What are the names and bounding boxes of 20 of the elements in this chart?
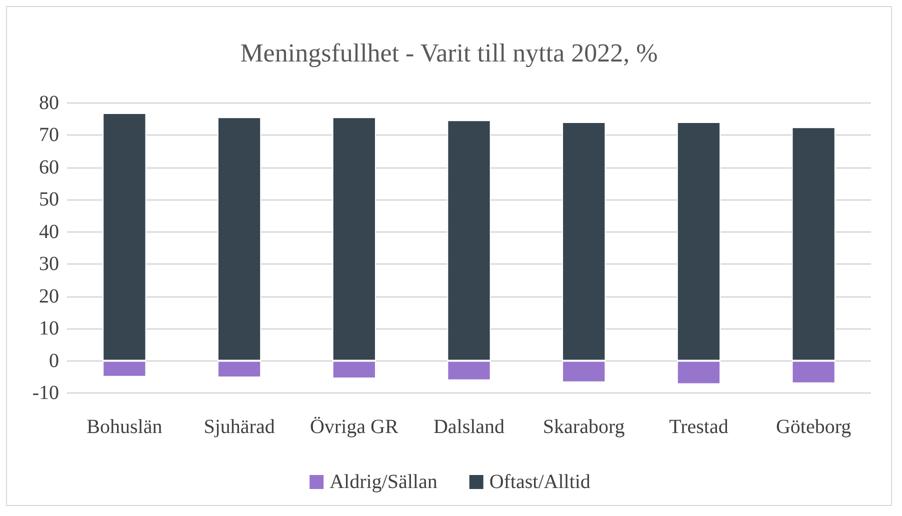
x-tick-label: Övriga GR bbox=[310, 416, 399, 438]
y-tick-label: 80 bbox=[39, 92, 59, 114]
y-tick-label: 40 bbox=[39, 220, 59, 243]
x-tick-label: Trestad bbox=[669, 416, 728, 438]
y-tick-label: 30 bbox=[39, 253, 59, 276]
y-tick-label: 70 bbox=[39, 124, 59, 146]
y-tick-label: 20 bbox=[39, 285, 59, 308]
y-tick-label: 60 bbox=[39, 156, 59, 178]
x-tick-label: Sjuhärad bbox=[204, 416, 275, 438]
x-tick-label: Göteborg bbox=[776, 416, 852, 438]
x-tick-label: Skaraborg bbox=[542, 416, 625, 438]
x-tick-label: Bohuslän bbox=[86, 416, 162, 438]
y-tick-label: 0 bbox=[49, 350, 59, 372]
legend-label: Aldrig/Sällan bbox=[330, 471, 438, 493]
chart-title: Meningsfullhet - Varit till nytta 2022, % bbox=[240, 38, 658, 68]
x-tick-label: Dalsland bbox=[433, 416, 505, 438]
y-tick-label: -10 bbox=[32, 382, 59, 404]
legend-label: Oftast/Alltid bbox=[489, 471, 590, 493]
y-tick-label: 10 bbox=[39, 318, 59, 340]
y-tick-label: 50 bbox=[39, 188, 59, 211]
